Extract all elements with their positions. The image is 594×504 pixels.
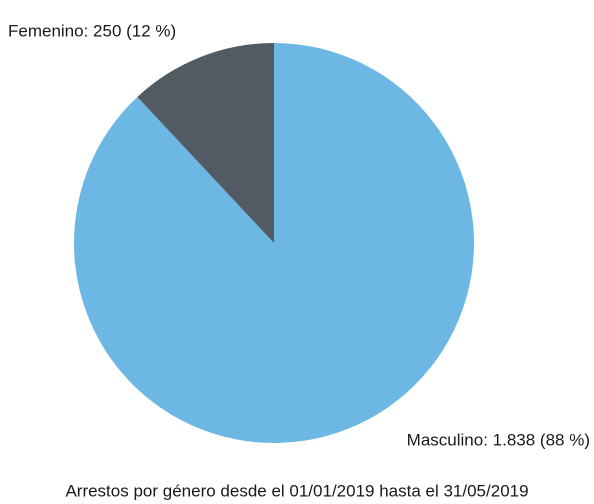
data-label: Masculino: 1.838 (88 %) bbox=[407, 430, 590, 449]
pie-slice bbox=[137, 42, 274, 243]
chart-title: Arrestos por género desde el 01/01/2019 … bbox=[65, 481, 528, 500]
data-label: Femenino: 250 (12 %) bbox=[8, 21, 176, 40]
